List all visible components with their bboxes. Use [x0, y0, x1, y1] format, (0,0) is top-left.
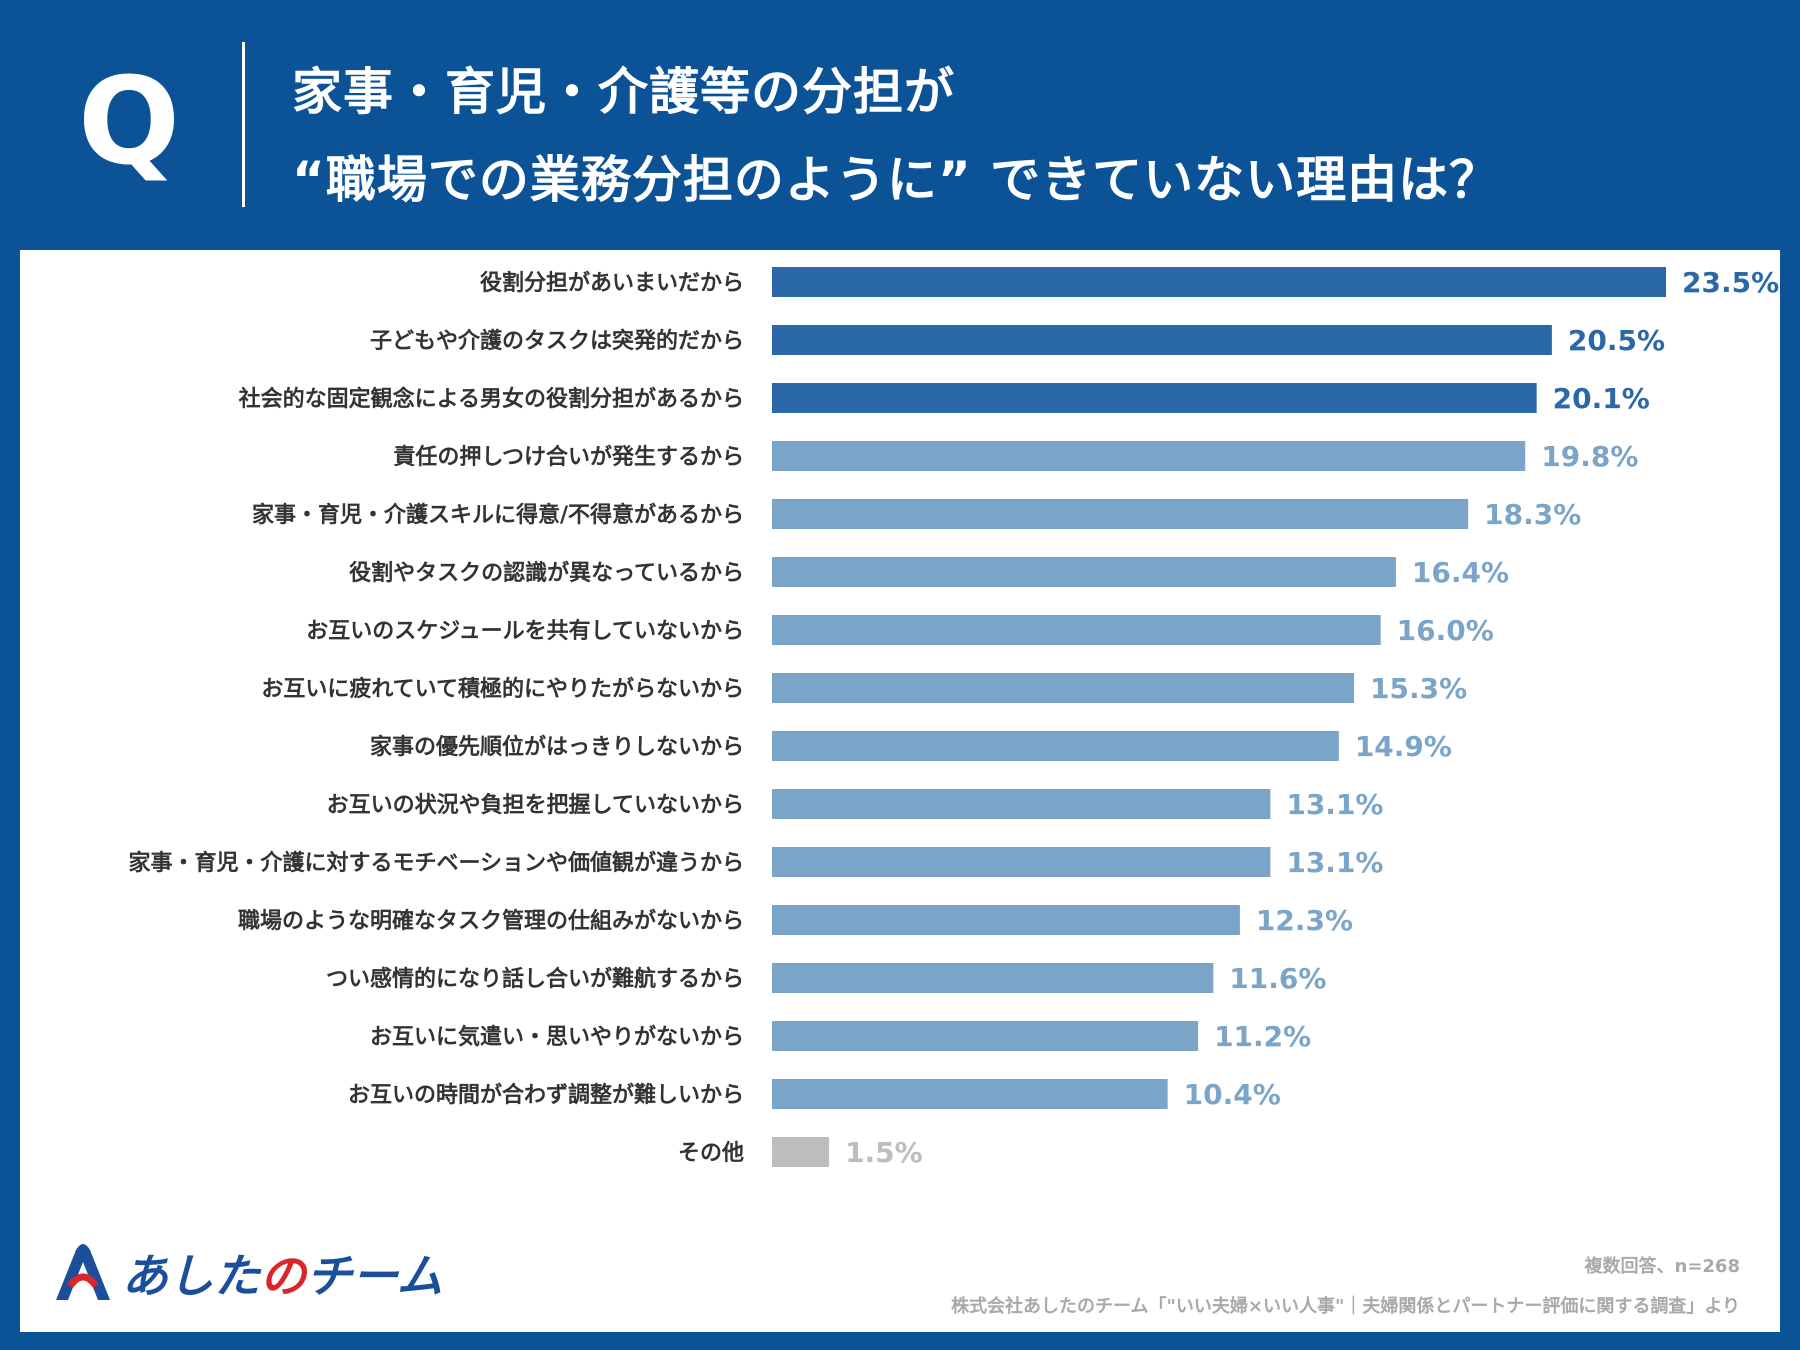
value-label: 13.1%	[1286, 788, 1383, 821]
bar	[772, 499, 1469, 529]
category-label: その他	[678, 1141, 744, 1166]
value-label: 11.6%	[1229, 962, 1326, 995]
sample-note: 複数回答、n=268	[1584, 1256, 1740, 1277]
chart-panel: 役割分担があいまいだから 23.5% 子どもや介護のタスクは突発的だから 20.5% 社…	[20, 250, 1780, 1332]
category-label: 家事の優先順位がはっきりしないから	[370, 734, 744, 760]
bar	[772, 325, 1552, 355]
value-label: 20.1%	[1553, 382, 1650, 415]
bar	[772, 789, 1271, 819]
bar	[772, 1079, 1168, 1109]
bar	[772, 905, 1240, 935]
category-label: 家事・育児・介護に対するモチベーションや価値観が違うから	[128, 850, 744, 876]
value-label: 12.3%	[1256, 904, 1353, 937]
value-label: 16.0%	[1397, 614, 1494, 647]
value-label: 18.3%	[1484, 498, 1581, 531]
bar	[772, 1021, 1199, 1051]
bar	[772, 441, 1526, 471]
category-label: お互いに疲れていて積極的にやりたがらないから	[261, 676, 744, 702]
value-label: 1.5%	[845, 1136, 923, 1169]
bar	[772, 267, 1666, 297]
category-label: 家事・育児・介護スキルに得意/不得意があるから	[252, 502, 744, 528]
q-mark: Q	[78, 53, 181, 192]
category-label: お互いのスケジュールを共有していないから	[306, 618, 744, 644]
value-label: 14.9%	[1355, 730, 1452, 763]
value-label: 10.4%	[1184, 1078, 1281, 1111]
value-label: 19.8%	[1541, 440, 1638, 473]
value-label: 15.3%	[1370, 672, 1467, 705]
bar	[772, 557, 1396, 587]
bar	[772, 847, 1271, 877]
category-label: お互いに気遣い・思いやりがないから	[370, 1024, 744, 1050]
bar-chart: 役割分担があいまいだから 23.5% 子どもや介護のタスクは突発的だから 20.5% 社…	[128, 266, 1779, 1169]
logo-text: あしたのチーム	[122, 1248, 443, 1304]
logo-mark-icon	[56, 1244, 110, 1300]
logo-text-main: あした	[122, 1249, 260, 1303]
category-label: 職場のような明確なタスク管理の仕組みがないから	[238, 908, 744, 934]
category-label: 子どもや介護のタスクは突発的だから	[370, 328, 744, 354]
title-line-2: “職場での業務分担のように” できていない理由は？	[292, 151, 1501, 209]
bar	[772, 731, 1339, 761]
company-logo: あしたのチーム	[50, 1242, 470, 1312]
value-label: 23.5%	[1682, 266, 1779, 299]
bar	[772, 963, 1214, 993]
category-label: 社会的な固定観念による男女の役割分担があるから	[239, 386, 744, 412]
source-note: 株式会社あしたのチーム「"いい夫婦×いい人事"｜夫婦関係とパートナー評価に関する…	[951, 1296, 1740, 1317]
category-label: 役割やタスクの認識が異なっているから	[349, 560, 744, 586]
logo-text-end: チーム	[306, 1249, 443, 1303]
value-label: 16.4%	[1412, 556, 1509, 589]
category-label: 責任の押しつけ合いが発生するから	[393, 444, 744, 470]
value-label: 13.1%	[1286, 846, 1383, 879]
bar	[772, 383, 1537, 413]
bar	[772, 615, 1381, 645]
category-label: お互いの時間が合わず調整が難しいから	[348, 1082, 744, 1108]
logo-text-mid: の	[260, 1249, 306, 1303]
category-label: 役割分担があいまいだから	[480, 270, 744, 296]
category-label: お互いの状況や負担を把握していないから	[327, 792, 744, 818]
bar	[772, 1137, 830, 1167]
value-label: 20.5%	[1568, 324, 1665, 357]
title-line-1: 家事・育児・介護等の分担が	[292, 63, 955, 121]
value-label: 11.2%	[1214, 1020, 1311, 1053]
header-divider	[242, 42, 245, 207]
header-banner: Q 家事・育児・介護等の分担が “職場での業務分担のように” できていない理由は…	[0, 0, 1800, 250]
bar	[772, 673, 1355, 703]
category-label: つい感情的になり話し合いが難航するから	[326, 966, 744, 992]
